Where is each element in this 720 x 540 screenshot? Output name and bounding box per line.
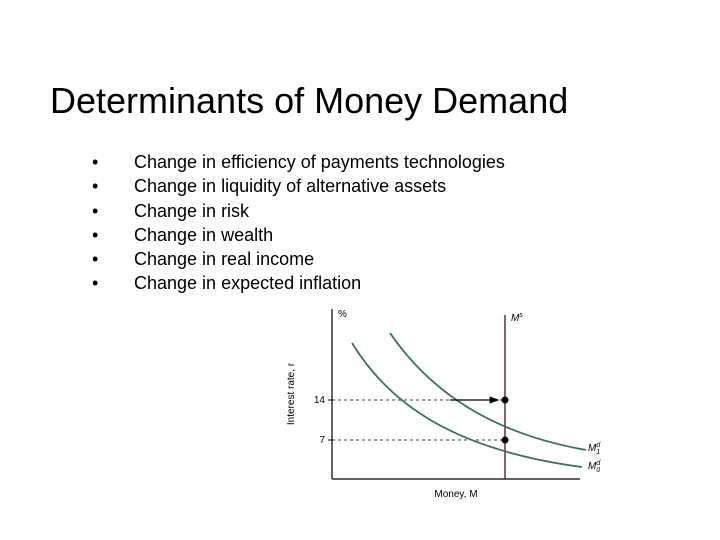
bullet-marker: • (92, 199, 134, 223)
bullet-item: •Change in efficiency of payments techno… (92, 150, 505, 174)
bullet-item: •Change in risk (92, 199, 505, 223)
y-percent-label: % (338, 309, 347, 320)
demand-curve-Md1 (390, 333, 586, 450)
bullet-marker: • (92, 150, 134, 174)
money-supply-label: Ms (511, 312, 523, 324)
y-tick-label: 14 (314, 395, 326, 406)
bullet-item: •Change in liquidity of alternative asse… (92, 174, 505, 198)
bullet-item: •Change in real income (92, 247, 505, 271)
bullet-text: Change in efficiency of payments technol… (134, 150, 505, 174)
y-axis-label: Interest rate, r (286, 362, 297, 425)
bullet-text: Change in expected inflation (134, 271, 361, 295)
bullet-marker: • (92, 247, 134, 271)
bullet-text: Change in risk (134, 199, 249, 223)
bullet-list: •Change in efficiency of payments techno… (92, 150, 505, 296)
bullet-text: Change in liquidity of alternative asset… (134, 174, 446, 198)
demand-curve-label: Md1 (588, 442, 601, 456)
money-demand-chart: % Interest rate, r Money, M Ms 7 14 Md0 Md1 (280, 305, 610, 515)
bullet-marker: • (92, 174, 134, 198)
y-tick-label: 7 (319, 435, 325, 446)
bullet-item: •Change in wealth (92, 223, 505, 247)
slide-title: Determinants of Money Demand (50, 80, 568, 122)
bullet-text: Change in wealth (134, 223, 273, 247)
bullet-item: •Change in expected inflation (92, 271, 505, 295)
bullet-text: Change in real income (134, 247, 314, 271)
bullet-marker: • (92, 271, 134, 295)
demand-curve-label: Md0 (588, 460, 601, 474)
bullet-marker: • (92, 223, 134, 247)
intersection-marker (502, 397, 509, 404)
x-axis-label: Money, M (434, 489, 477, 500)
demand-curve-Md0 (352, 343, 582, 467)
intersection-marker (502, 437, 509, 444)
